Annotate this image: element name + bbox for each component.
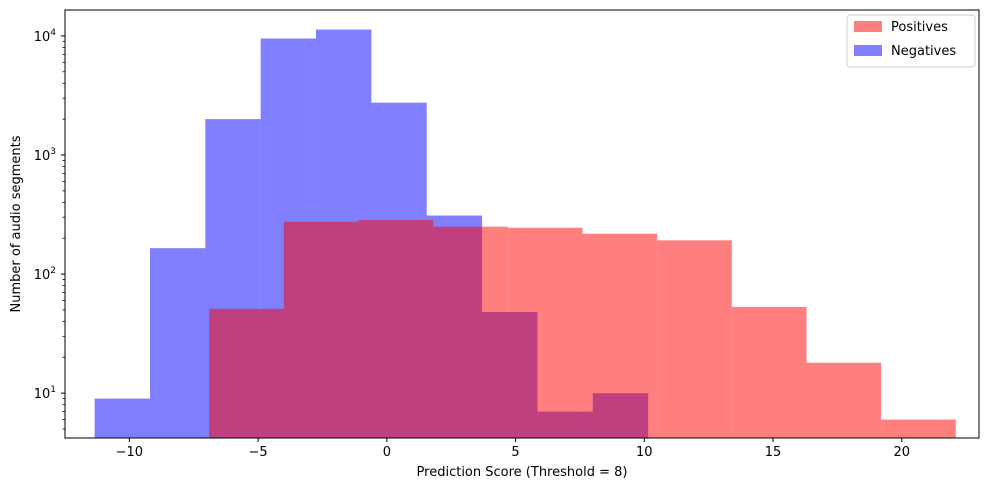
legend-label-positives: Positives — [891, 20, 948, 35]
bar-negatives-1 — [149, 248, 206, 438]
x-tick-label: 10 — [636, 445, 653, 460]
legend-label-negatives: Negatives — [891, 44, 956, 59]
x-tick-label: 0 — [383, 445, 391, 460]
bar-positives-4 — [507, 227, 583, 438]
x-tick-label: 20 — [893, 445, 910, 460]
x-tick-label: 5 — [511, 445, 519, 460]
bar-positives-1 — [283, 221, 359, 438]
bar-positives-9 — [881, 419, 956, 438]
y-tick-label: 101 — [34, 385, 56, 402]
y-tick-label: 102 — [34, 266, 56, 283]
y-axis-label: Number of audio segments — [9, 135, 24, 312]
bar-positives-5 — [582, 233, 658, 438]
x-axis: −10 −5 0 5 10 15 20 — [116, 438, 910, 460]
bar-positives-3 — [433, 226, 508, 438]
legend: Positives Negatives — [846, 14, 976, 68]
plot-frame — [64, 9, 980, 439]
bar-positives-7 — [731, 306, 807, 438]
legend-swatch-negatives — [854, 45, 882, 56]
bar-positives-2 — [358, 219, 434, 438]
y-tick-label: 103 — [34, 147, 56, 164]
bar-negatives-0 — [94, 398, 150, 438]
positives-series — [209, 219, 956, 438]
x-tick-label: 15 — [765, 445, 782, 460]
x-tick-label: −10 — [116, 445, 143, 460]
bar-positives-6 — [657, 240, 732, 438]
legend-swatch-positives — [854, 21, 882, 32]
bar-positives-0 — [209, 308, 284, 438]
x-axis-label: Prediction Score (Threshold = 8) — [417, 465, 628, 480]
y-tick-label: 104 — [34, 28, 57, 45]
bar-positives-8 — [806, 362, 882, 438]
y-axis: 101 102 103 104 — [34, 28, 65, 430]
x-tick-label: −5 — [249, 445, 268, 460]
